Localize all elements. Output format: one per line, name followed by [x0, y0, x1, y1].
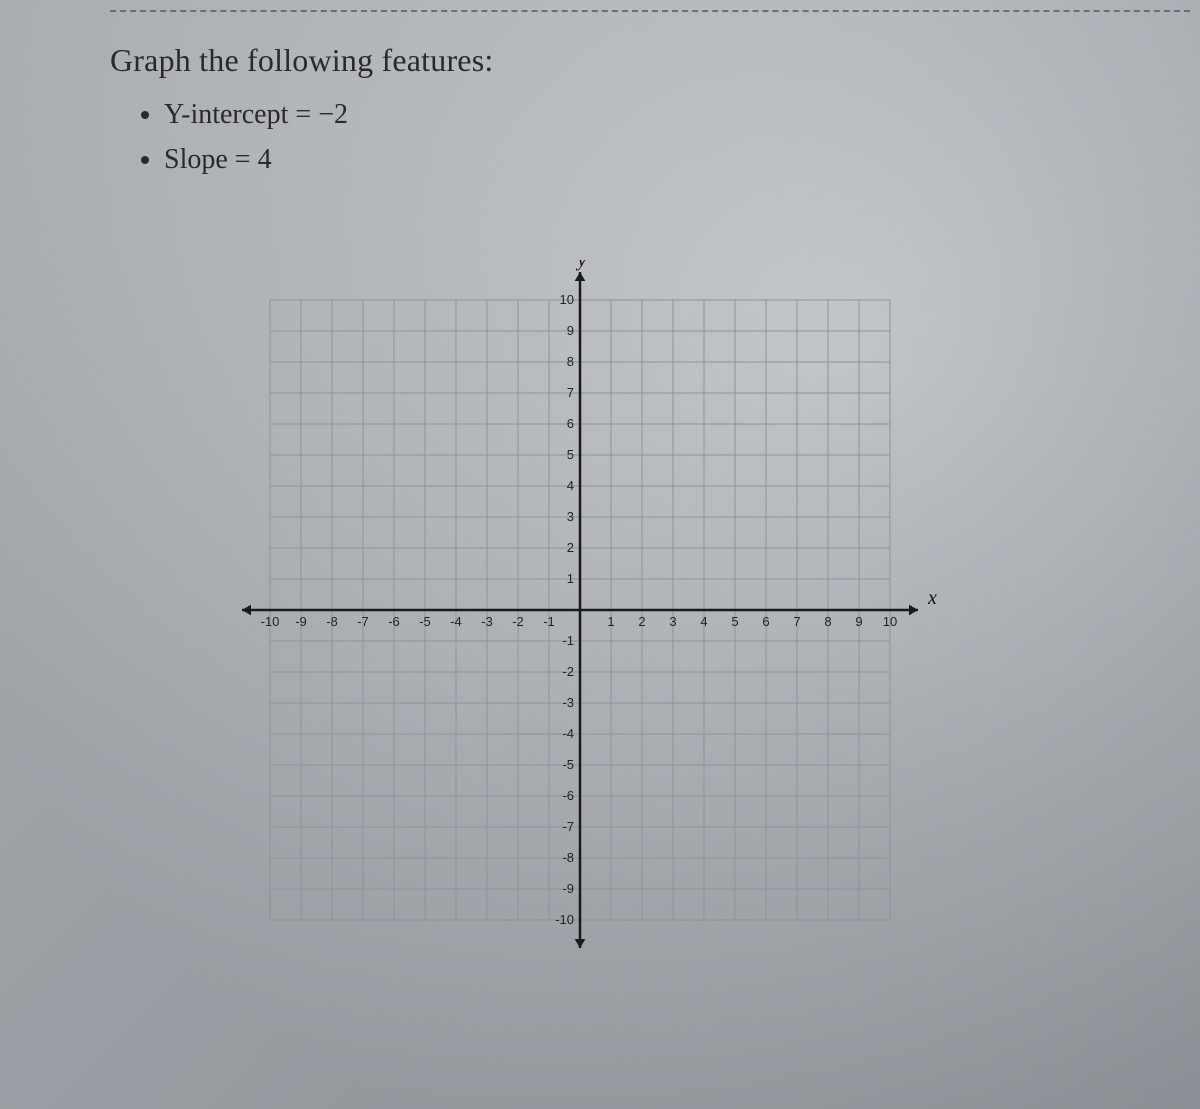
y-tick-label: -3	[562, 695, 574, 710]
x-tick-label: 2	[638, 614, 645, 629]
x-tick-label: -6	[388, 614, 400, 629]
y-tick-label: 1	[567, 571, 574, 586]
y-tick-label: 4	[567, 478, 574, 493]
prompt-item-value: 4	[258, 144, 272, 175]
y-tick-label: 3	[567, 509, 574, 524]
y-tick-label: -10	[555, 912, 574, 927]
y-tick-label: -5	[562, 757, 574, 772]
x-tick-label: 8	[824, 614, 831, 629]
x-axis-label: x	[927, 587, 937, 609]
y-tick-label: -9	[562, 881, 574, 896]
y-tick-label: -2	[562, 664, 574, 679]
y-tick-label: -6	[562, 788, 574, 803]
x-tick-label: -9	[295, 614, 307, 629]
y-tick-label: 8	[567, 354, 574, 369]
x-tick-label: 6	[762, 614, 769, 629]
x-axis-arrow-right	[909, 605, 918, 616]
x-tick-label: -10	[261, 614, 280, 629]
y-tick-label: 10	[560, 292, 574, 307]
x-tick-label: 10	[883, 614, 897, 629]
prompt-item-y-intercept: Y-intercept = −2	[164, 93, 493, 138]
y-tick-label: -7	[562, 819, 574, 834]
x-tick-label: -7	[357, 614, 369, 629]
x-tick-label: 5	[731, 614, 738, 629]
y-tick-label: -4	[562, 726, 574, 741]
prompt-title: Graph the following features:	[110, 42, 493, 79]
x-tick-label: -2	[512, 614, 524, 629]
section-divider	[110, 10, 1190, 12]
prompt-item-label: Slope =	[164, 144, 258, 175]
x-tick-label: 7	[793, 614, 800, 629]
y-axis-arrow-up	[575, 272, 586, 281]
y-axis-arrow-down	[575, 939, 586, 948]
prompt-item-slope: Slope = 4	[164, 138, 493, 183]
x-tick-label: -8	[326, 614, 338, 629]
y-tick-label: 7	[567, 385, 574, 400]
x-tick-label: 4	[700, 614, 707, 629]
prompt-item-label: Y-intercept =	[164, 99, 318, 130]
y-tick-label: 9	[567, 323, 574, 338]
y-tick-label: 5	[567, 447, 574, 462]
coordinate-plane[interactable]: x y -10 -9 -8 -7 -6 -5 -4 -3 -2 -1 1 2 3 4 5 6 7 8 9 10 1 2 3…	[240, 260, 960, 1020]
y-tick-label: -1	[562, 633, 574, 648]
y-tick-label: -8	[562, 850, 574, 865]
x-tick-label: -3	[481, 614, 493, 629]
x-axis-arrow-left	[242, 605, 251, 616]
y-tick-label: 6	[567, 416, 574, 431]
prompt-item-value: −2	[318, 99, 348, 130]
prompt-list: Y-intercept = −2 Slope = 4	[110, 93, 493, 183]
y-tick-label: 2	[567, 540, 574, 555]
graph-container: x y -10 -9 -8 -7 -6 -5 -4 -3 -2 -1 1 2 3 4 5 6 7 8 9 10 1 2 3…	[0, 260, 1200, 1020]
x-tick-label: -5	[419, 614, 431, 629]
x-tick-label: -4	[450, 614, 462, 629]
x-tick-label: 9	[855, 614, 862, 629]
x-tick-label: 1	[607, 614, 614, 629]
x-tick-label: -1	[543, 614, 555, 629]
question-prompt: Graph the following features: Y-intercep…	[110, 42, 493, 183]
x-tick-label: 3	[669, 614, 676, 629]
y-axis-label: y	[576, 260, 587, 271]
